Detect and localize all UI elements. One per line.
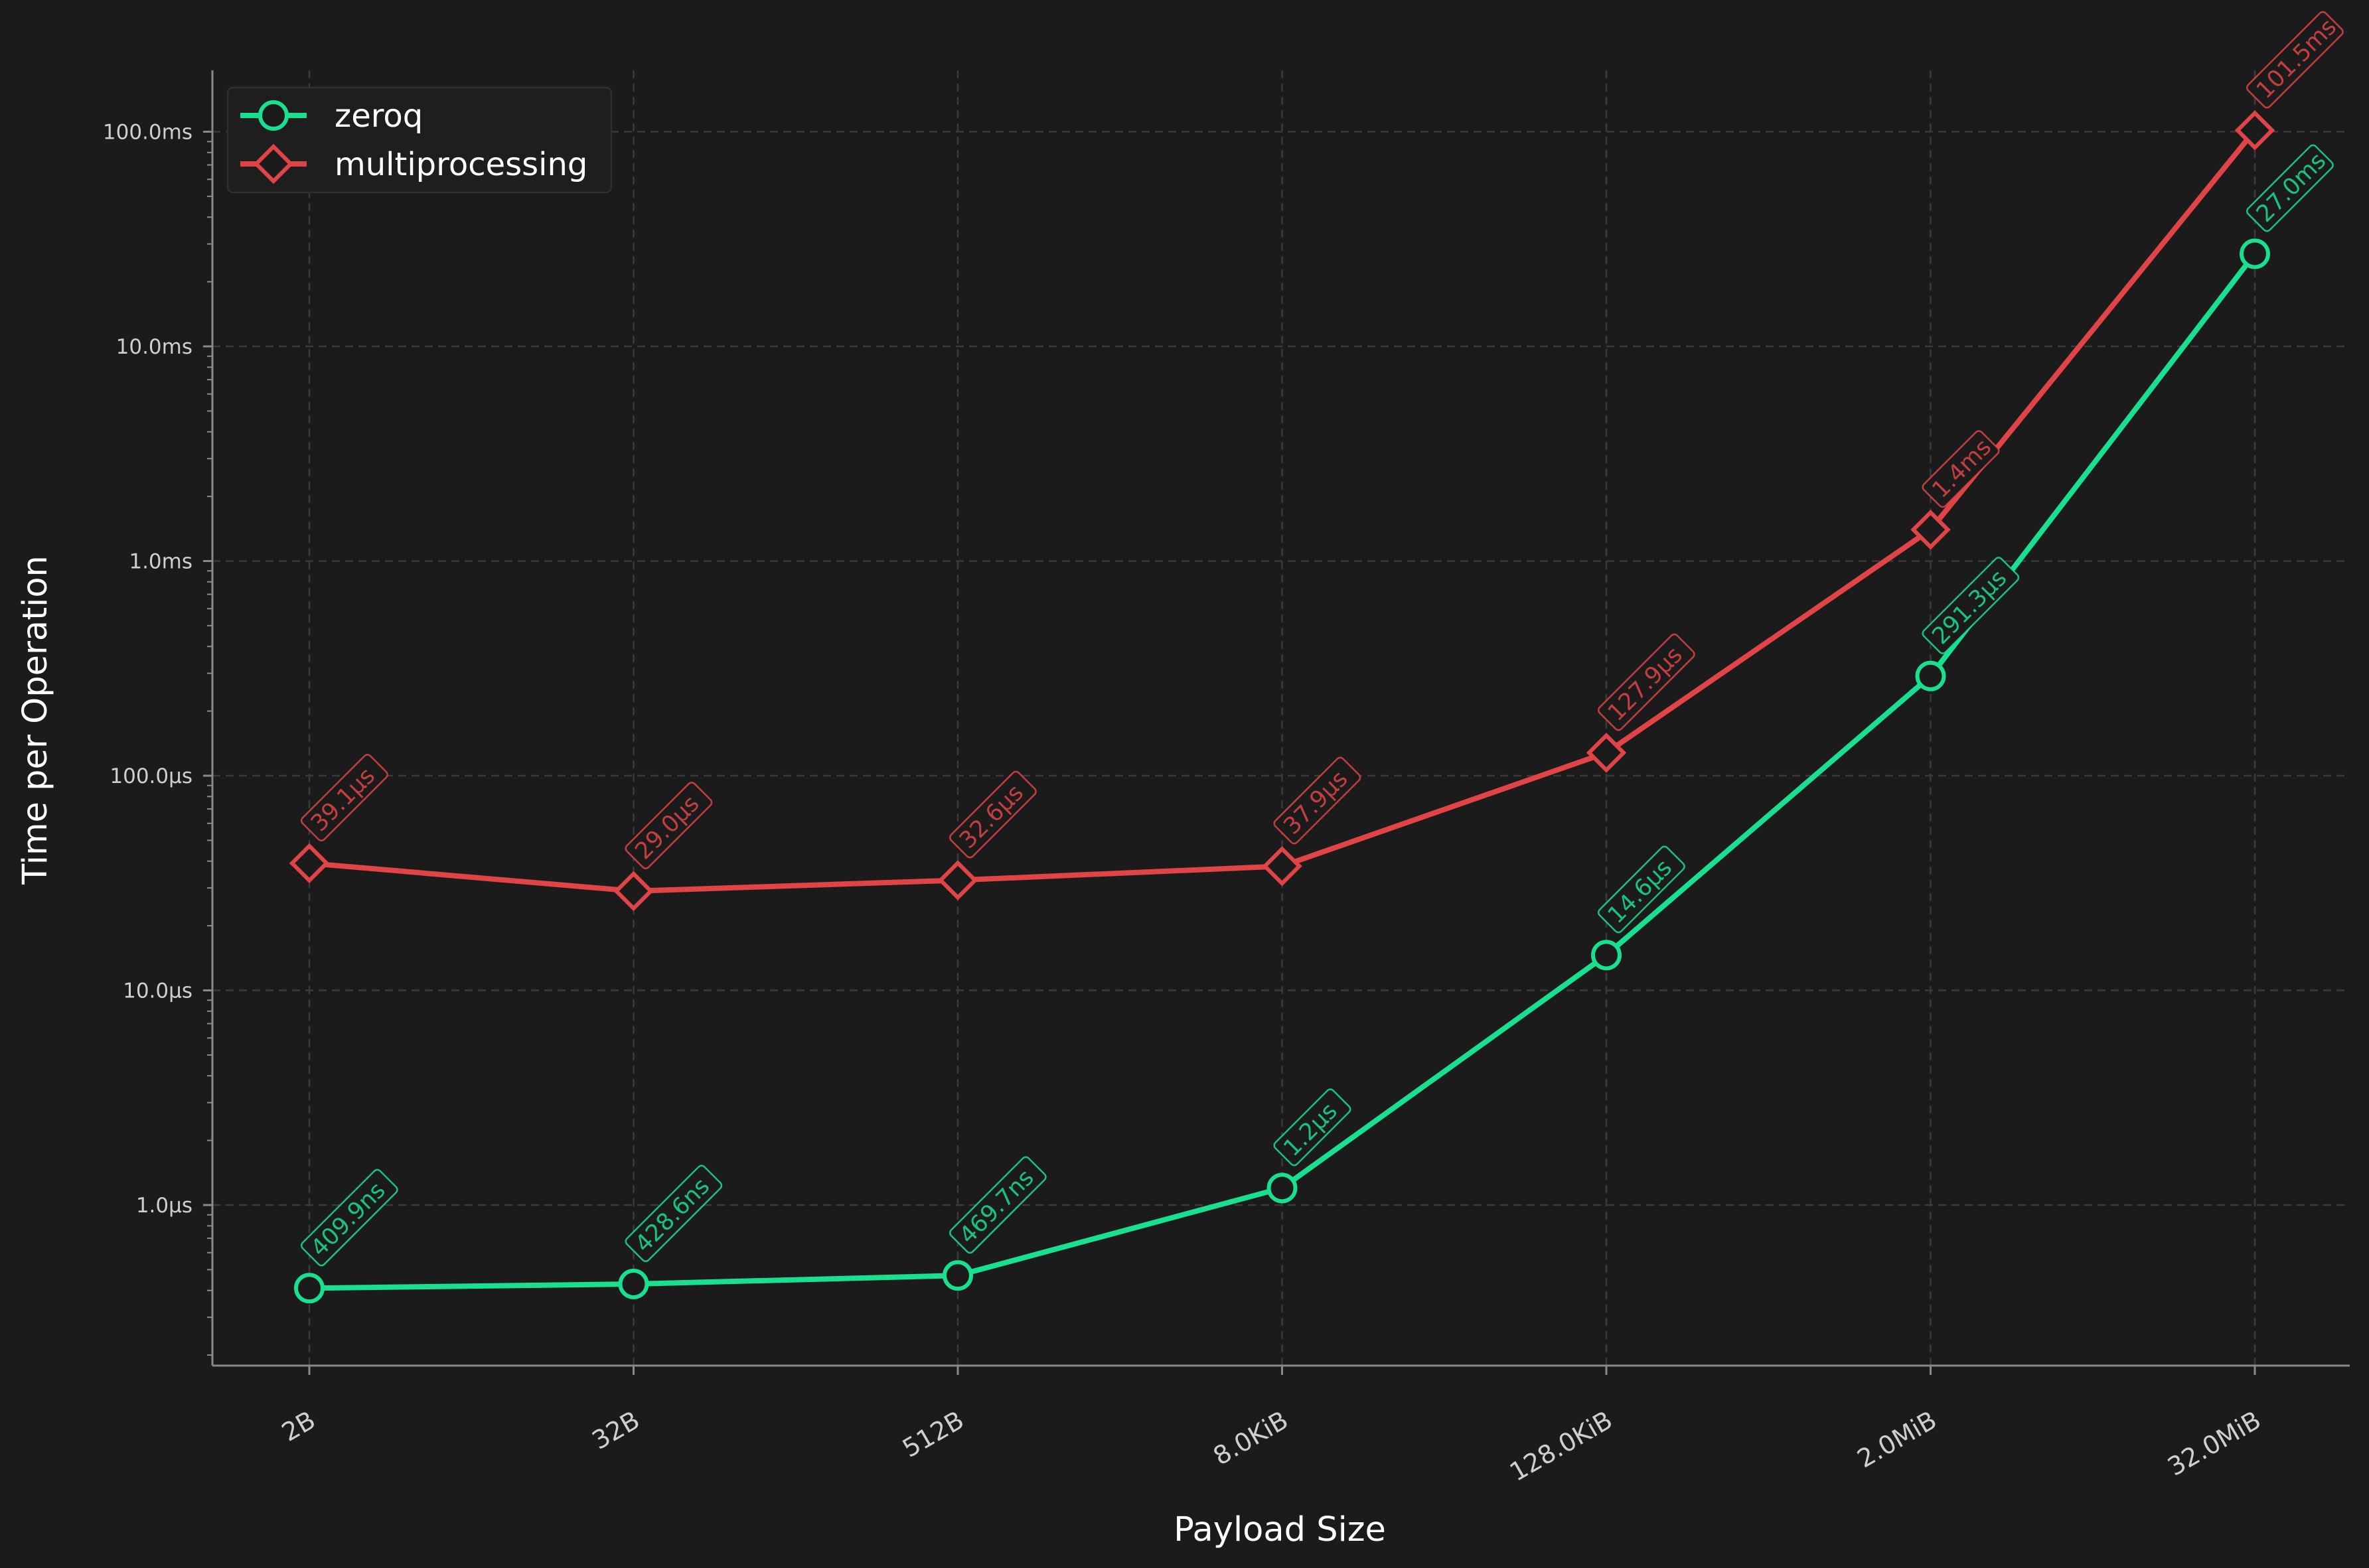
data-point bbox=[1591, 940, 1622, 971]
legend-item-multiprocessing: multiprocessing bbox=[240, 143, 587, 184]
legend-marker-zeroq bbox=[258, 100, 289, 131]
legend-marker-multiprocessing bbox=[253, 143, 294, 184]
data-label-box bbox=[300, 1169, 398, 1267]
legend-label-multiprocessing: multiprocessing bbox=[335, 146, 587, 183]
data-label-box bbox=[1597, 845, 1685, 934]
data-label-box bbox=[300, 754, 388, 841]
series-multiprocessing bbox=[289, 110, 2275, 912]
data-point bbox=[1910, 509, 1951, 550]
data-label-box bbox=[949, 1156, 1047, 1254]
data-label-box bbox=[1273, 756, 1361, 845]
y-tick-label: 1.0µs bbox=[136, 1194, 192, 1218]
data-point bbox=[1915, 660, 1946, 691]
data-point bbox=[1266, 1173, 1298, 1204]
data-label-box bbox=[1273, 1088, 1351, 1167]
data-label-box bbox=[949, 770, 1037, 859]
y-tick-label: 100.0µs bbox=[110, 764, 192, 788]
legend-label-zeroq: zeroq bbox=[335, 98, 423, 135]
data-label-box bbox=[625, 782, 713, 869]
legend-box bbox=[226, 86, 613, 194]
data-point bbox=[2234, 110, 2275, 151]
series bbox=[289, 110, 2275, 1304]
series-zeroq bbox=[294, 238, 2270, 1304]
data-point bbox=[943, 1260, 973, 1291]
data-label-box bbox=[1597, 633, 1695, 731]
x-axis-label: Payload Size bbox=[1174, 1510, 1386, 1549]
data-point bbox=[2240, 238, 2270, 269]
legend: zeroq multiprocessing bbox=[226, 86, 613, 194]
y-tick-label: 10.0µs bbox=[123, 979, 192, 1003]
y-tick-label: 100.0ms bbox=[103, 121, 192, 145]
data-point bbox=[1586, 733, 1627, 773]
data-label-box bbox=[625, 1165, 723, 1263]
data-point bbox=[1262, 846, 1302, 887]
y-tick-label: 1.0ms bbox=[129, 550, 192, 574]
data-point bbox=[613, 871, 654, 912]
data-point bbox=[937, 860, 978, 900]
data-label-box bbox=[1922, 557, 2020, 654]
data-point bbox=[294, 1273, 325, 1304]
legend-item-zeroq: zeroq bbox=[240, 98, 423, 135]
data-label-box bbox=[1922, 430, 2000, 508]
data-point bbox=[618, 1269, 649, 1300]
data-point bbox=[289, 843, 330, 884]
data-label-box bbox=[2246, 144, 2334, 232]
data-label-box bbox=[2246, 11, 2344, 109]
y-axis-label: Time per Operation bbox=[16, 555, 55, 885]
y-tick-label: 10.0ms bbox=[116, 335, 192, 359]
